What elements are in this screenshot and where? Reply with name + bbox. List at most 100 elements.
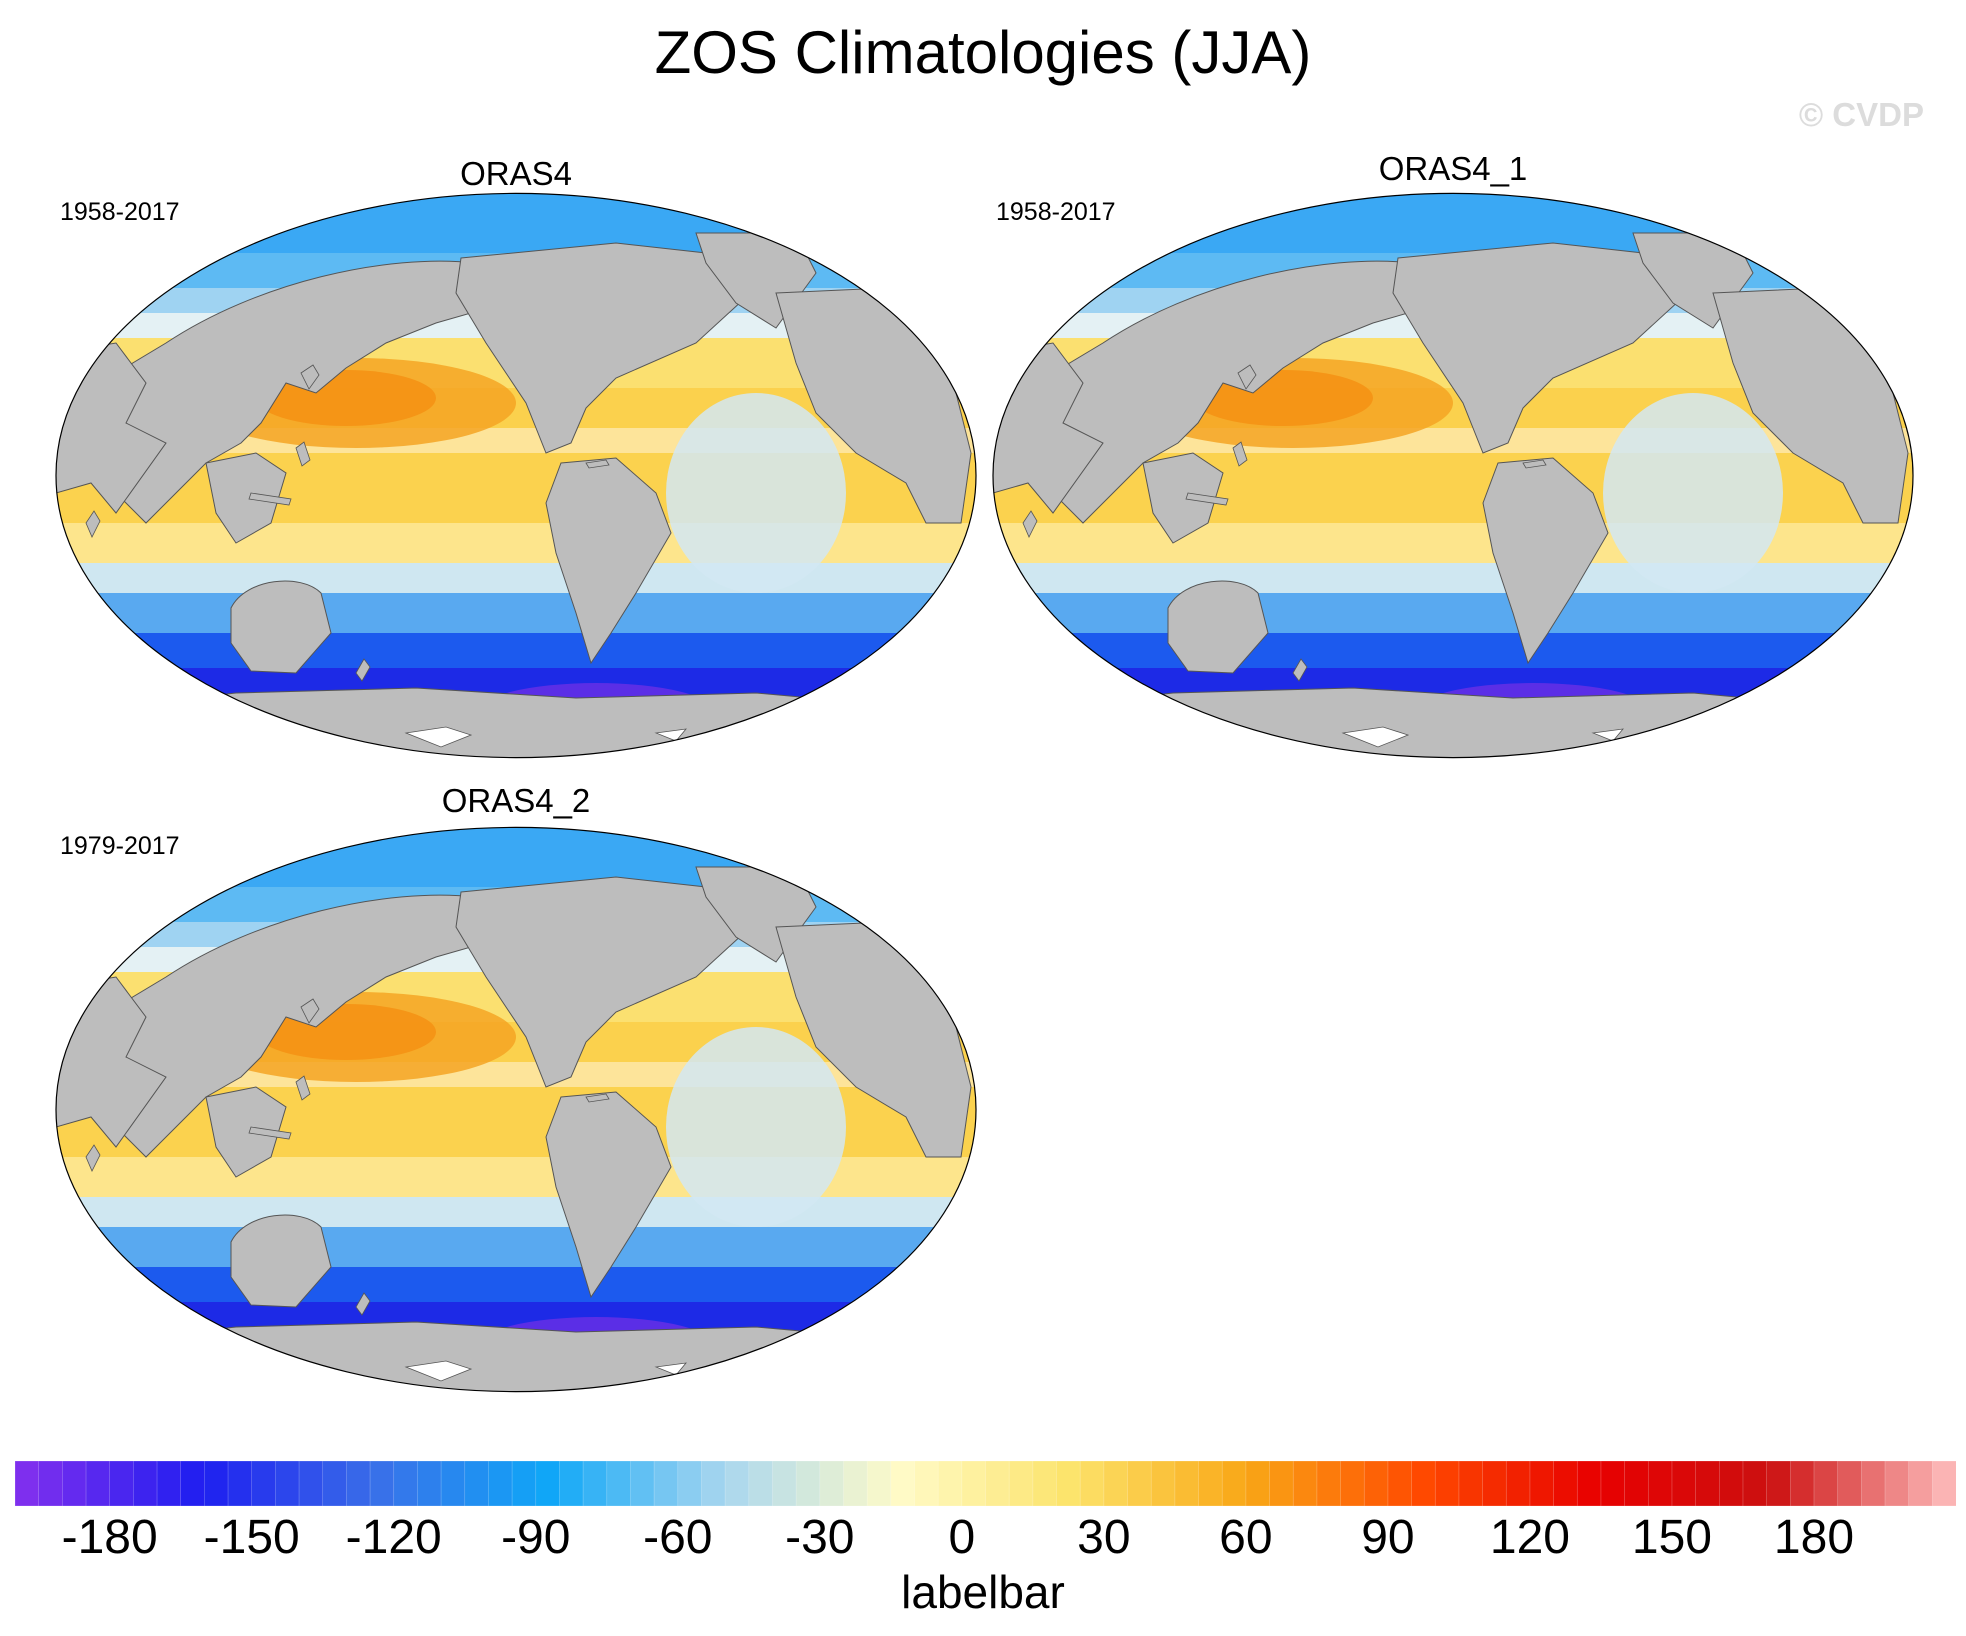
- colorbar-box: [724, 1461, 750, 1506]
- caribbean-island: [585, 459, 610, 469]
- colorbar-box: [1884, 1461, 1910, 1506]
- colorbar-box: [488, 1461, 513, 1506]
- colorbar-box: [677, 1461, 703, 1506]
- colorbar-box: [1482, 1461, 1508, 1506]
- colorbar-box: [15, 1461, 40, 1506]
- colorbar-box: [1269, 1461, 1295, 1506]
- ocean-shading-band: [56, 593, 976, 633]
- ice-shelf: [654, 728, 687, 742]
- philippines-island: [295, 1075, 311, 1101]
- ice-shelf: [1591, 728, 1624, 742]
- colorbar-box: [1932, 1461, 1956, 1506]
- antarctica-landmass: [55, 1321, 977, 1392]
- map-panel-oras4-1: [992, 192, 1914, 759]
- ocean-shading-band: [56, 1197, 976, 1227]
- colorbar-box: [1600, 1461, 1626, 1506]
- colorbar-box: [204, 1461, 229, 1506]
- colorbar-box: [866, 1461, 892, 1506]
- colorbar-box: [535, 1461, 561, 1506]
- madagascar-island: [85, 510, 101, 538]
- madagascar-island: [85, 1144, 101, 1172]
- africa-landmass: [55, 976, 167, 1148]
- colorbar-box: [369, 1461, 395, 1506]
- africa-landmass: [992, 342, 1104, 514]
- colorbar-box: [1458, 1461, 1484, 1506]
- indonesia-island: [248, 1126, 292, 1140]
- colorbar-box: [1624, 1461, 1650, 1506]
- colorbar-box: [1056, 1461, 1081, 1506]
- atlantic-shading: [1603, 393, 1783, 593]
- antarctica-landmass: [992, 687, 1914, 758]
- colorbar-box: [1647, 1461, 1673, 1506]
- colorbar-box: [1198, 1461, 1224, 1506]
- panel-title-oras4: ORAS4: [460, 155, 572, 192]
- colorbar-tick-label: -90: [501, 1511, 571, 1564]
- colorbar-box: [62, 1461, 87, 1506]
- japan-island: [300, 998, 320, 1024]
- colorbar-box: [1245, 1461, 1271, 1506]
- australia-landmass: [1167, 580, 1269, 674]
- colorbar-box: [1837, 1461, 1863, 1506]
- panel-period-oras4-1: 1958-2017: [996, 198, 1116, 226]
- colorbar-box: [1411, 1461, 1437, 1506]
- colorbar-box: [772, 1461, 797, 1506]
- colorbar-box: [109, 1461, 135, 1506]
- ocean-shading-band: [993, 563, 1913, 593]
- colorbar-box: [1434, 1461, 1460, 1506]
- colorbar-box: [511, 1461, 537, 1506]
- colorbar-box: [701, 1461, 726, 1506]
- colorbar-box: [156, 1461, 182, 1506]
- colorbar-box: [1553, 1461, 1579, 1506]
- ocean-shading-band: [56, 563, 976, 593]
- colorbar-box: [985, 1461, 1010, 1506]
- colorbar-tick-label: 150: [1631, 1511, 1712, 1564]
- map-panel-oras4: [55, 192, 977, 759]
- colorbar-box: [227, 1461, 253, 1506]
- new-zealand-island: [355, 658, 371, 682]
- indonesia-island: [248, 492, 292, 506]
- map-outline: [55, 826, 977, 1393]
- colorbar-box: [1387, 1461, 1413, 1506]
- colorbar-box: [1032, 1461, 1058, 1506]
- atlantic-shading: [666, 393, 846, 593]
- south-america-landmass: [1482, 457, 1609, 665]
- colorbar-box: [1529, 1461, 1555, 1506]
- new-zealand-island: [355, 1292, 371, 1316]
- colorbar-box: [914, 1461, 939, 1506]
- colorbar-label: labelbar: [901, 1566, 1065, 1618]
- colorbar-box: [1221, 1461, 1247, 1506]
- colorbar-box: [38, 1461, 64, 1506]
- colorbar-box: [1505, 1461, 1531, 1506]
- ice-shelf: [404, 1360, 473, 1382]
- india-asia-south-landmass: [205, 1086, 287, 1178]
- japan-island: [1237, 364, 1257, 390]
- madagascar-island: [1022, 510, 1038, 538]
- colorbar-box: [961, 1461, 987, 1506]
- ice-shelf: [1341, 726, 1410, 748]
- eurasia-landmass: [95, 260, 527, 524]
- caribbean-island: [585, 1093, 610, 1103]
- ice-shelf: [404, 726, 473, 748]
- colorbar-box: [1671, 1461, 1697, 1506]
- colorbar-tick-label: -30: [785, 1511, 855, 1564]
- colorbar-box: [606, 1461, 632, 1506]
- colorbar-box: [1718, 1461, 1744, 1506]
- new-zealand-island: [1292, 658, 1308, 682]
- australia-landmass: [230, 1214, 332, 1308]
- figure-title: ZOS Climatologies (JJA): [654, 19, 1312, 86]
- colorbar-box: [937, 1461, 963, 1506]
- colorbar-box: [85, 1461, 111, 1506]
- panel-title-oras4-2: ORAS4_2: [441, 782, 591, 819]
- colorbar-box: [275, 1461, 300, 1506]
- philippines-island: [295, 441, 311, 467]
- colorbar-box: [1127, 1461, 1152, 1506]
- panel-title-oras4-1: ORAS4_1: [1378, 150, 1528, 187]
- colorbar-box: [133, 1461, 158, 1506]
- colorbar-box: [1079, 1461, 1105, 1506]
- colorbar-box: [1742, 1461, 1768, 1506]
- colorbar-box: [1150, 1461, 1176, 1506]
- ocean-shading-band: [56, 827, 976, 887]
- colorbar-box: [1340, 1461, 1366, 1506]
- ocean-shading-band: [56, 1227, 976, 1267]
- colorbar-box: [417, 1461, 442, 1506]
